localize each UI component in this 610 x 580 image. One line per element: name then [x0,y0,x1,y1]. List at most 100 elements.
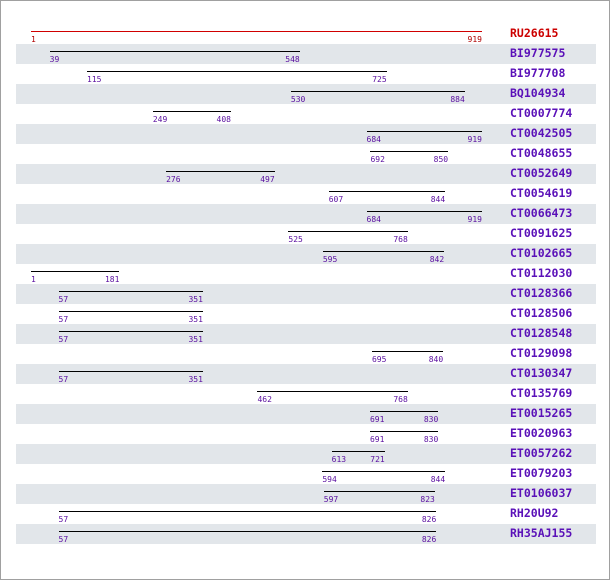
start-position: 695 [371,355,387,364]
alignment-segment [58,371,203,372]
alignment-row: 691 830 ET0020963 [16,424,596,444]
sequence-id[interactable]: CT0135769 [510,386,573,400]
sequence-id[interactable]: RH20U92 [510,506,559,520]
start-position: 57 [58,315,69,324]
alignment-row: 595 842 CT0102665 [16,244,596,264]
alignment-segment [31,271,120,272]
sequence-id[interactable]: ET0015265 [510,406,573,420]
alignment-row: 39 548 BI977575 [16,44,596,64]
sequence-id[interactable]: CT0007774 [510,106,573,120]
end-position: 768 [393,235,408,244]
alignment-row: 692 850 CT0048655 [16,144,596,164]
start-position: 613 [331,455,347,464]
alignment-segment [58,511,437,512]
alignment-segment [371,351,444,352]
end-position: 844 [430,195,446,204]
sequence-id[interactable]: CT0128506 [510,306,573,320]
end-position: 842 [429,255,445,264]
alignment-row: 691 830 ET0015265 [16,404,596,424]
start-position: 57 [58,295,69,304]
alignment-row: 594 844 ET0079203 [16,464,596,484]
sequence-id[interactable]: CT0128366 [510,286,573,300]
alignment-row: 613 721 ET0057262 [16,444,596,464]
alignment-row: 57 826 RH35AJ155 [16,524,596,544]
sequence-id[interactable]: BI977575 [510,46,566,60]
end-position: 351 [188,315,203,324]
end-position: 181 [104,275,120,284]
sequence-id[interactable]: CT0091625 [510,226,573,240]
sequence-id[interactable]: CT0048655 [510,146,573,160]
end-position: 919 [467,135,482,144]
alignment-segment [288,231,408,232]
end-position: 351 [188,375,203,384]
sequence-id[interactable]: BQ104934 [510,86,566,100]
start-position: 57 [58,535,69,544]
alignment-segment [257,391,408,392]
alignment-segment [322,471,446,472]
end-position: 768 [393,395,408,404]
sequence-id[interactable]: CT0128548 [510,326,573,340]
start-position: 1 [31,35,36,44]
start-position: 525 [288,235,303,244]
sequence-id[interactable]: CT0052649 [510,166,573,180]
reference-id[interactable]: RU26615 [510,26,559,40]
end-position: 826 [421,535,437,544]
end-position: 351 [188,295,203,304]
alignment-row: 57 351 CT0130347 [16,364,596,384]
alignment-row: 597 823 ET0106037 [16,484,596,504]
sequence-id[interactable]: ET0057262 [510,446,573,460]
start-position: 57 [58,515,69,524]
sequence-id[interactable]: CT0112030 [510,266,573,280]
end-position: 884 [450,95,465,104]
alignment-row: 115 725 BI977708 [16,64,596,84]
start-position: 57 [58,375,69,384]
end-position: 844 [430,475,446,484]
end-position: 408 [216,115,231,124]
end-position: 840 [428,355,444,364]
start-position: 607 [328,195,344,204]
sequence-id[interactable]: CT0042505 [510,126,573,140]
sequence-id[interactable]: RH35AJ155 [510,526,573,540]
end-position: 919 [467,35,482,44]
end-position: 830 [423,435,439,444]
start-position: 462 [257,395,272,404]
start-position: 57 [58,335,69,344]
alignment-segment [323,491,435,492]
alignment-row: 1 181 CT0112030 [16,264,596,284]
sequence-id[interactable]: ET0020963 [510,426,573,440]
start-position: 1 [31,275,36,284]
alignment-row: 276 497 CT0052649 [16,164,596,184]
start-position: 115 [87,75,102,84]
start-position: 249 [152,115,168,124]
reference-segment [31,31,482,32]
start-position: 276 [166,175,181,184]
alignment-row: 57 826 RH20U92 [16,504,596,524]
alignment-segment [152,111,231,112]
start-position: 597 [323,495,339,504]
reference-row: 1 919 RU26615 [16,24,596,44]
alignment-row: 249 408 CT0007774 [16,104,596,124]
sequence-id[interactable]: ET0106037 [510,486,573,500]
alignment-segment [370,151,449,152]
alignment-segment [369,411,439,412]
sequence-id[interactable]: ET0079203 [510,466,573,480]
end-position: 823 [420,495,435,504]
sequence-id[interactable]: CT0054619 [510,186,573,200]
sequence-id[interactable]: CT0102665 [510,246,573,260]
alignment-row: 462 768 CT0135769 [16,384,596,404]
end-position: 548 [285,55,300,64]
alignment-row: 695 840 CT0129098 [16,344,596,364]
alignment-segment [328,191,446,192]
sequence-id[interactable]: CT0129098 [510,346,573,360]
end-position: 919 [467,215,482,224]
alignment-row: 684 919 CT0066473 [16,204,596,224]
start-position: 595 [322,255,338,264]
sequence-id[interactable]: CT0130347 [510,366,573,380]
alignment-row: 607 844 CT0054619 [16,184,596,204]
sequence-id[interactable]: CT0066473 [510,206,573,220]
alignment-segment [322,251,445,252]
alignment-segment [58,311,203,312]
start-position: 684 [366,135,381,144]
sequence-id[interactable]: BI977708 [510,66,566,80]
alignment-segment [369,431,439,432]
